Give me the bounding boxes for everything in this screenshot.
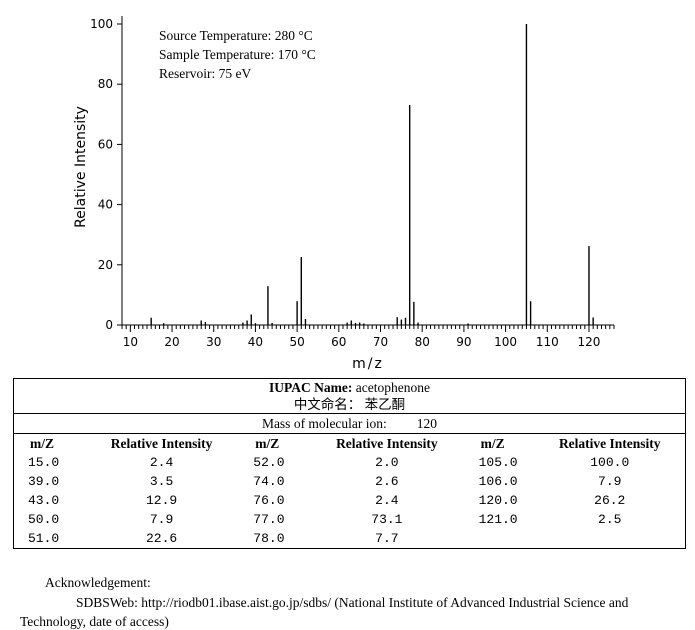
y-tick-label: 40 <box>98 198 113 212</box>
header-relative-intensity: Relative Intensity <box>110 436 213 451</box>
peak-mz: 43.0 <box>28 493 60 508</box>
peak-mz: 51.0 <box>28 531 60 546</box>
x-tick-label: 10 <box>123 335 138 349</box>
peak-intensity: 100.0 <box>590 455 630 470</box>
peak-mz: 39.0 <box>28 474 60 489</box>
y-tick-label: 100 <box>90 17 113 31</box>
peak-mz: 52.0 <box>253 455 285 470</box>
peak-mz: 121.0 <box>478 512 518 527</box>
peak-intensity: 2.0 <box>375 455 399 470</box>
iupac-name-value: acetophenone <box>352 380 430 395</box>
chart-bars <box>150 24 594 325</box>
peak-mz: 76.0 <box>253 493 285 508</box>
header-mz: m/Z <box>255 436 280 451</box>
peak-intensity: 73.1 <box>371 512 403 527</box>
header-relative-intensity: Relative Intensity <box>558 436 661 451</box>
header-mz: m/Z <box>480 436 505 451</box>
peak-row: 50.0 7.9 77.0 73.1 121.0 2.5 <box>14 510 685 529</box>
y-tick-label: 20 <box>98 258 113 272</box>
x-tick-label: 50 <box>289 335 304 349</box>
peak-intensity: 2.4 <box>375 493 399 508</box>
compound-info-table: IUPAC Name: acetophenone 中文命名： 苯乙酮 Mass o… <box>13 378 686 549</box>
peak-table-header: m/Z Relative Intensity m/Z Relative Inte… <box>14 434 685 453</box>
y-tick-label: 0 <box>105 318 113 332</box>
x-tick-label: 110 <box>536 335 559 349</box>
sample-temperature: Sample Temperature: 170 °C <box>159 47 316 62</box>
peak-mz: 105.0 <box>478 455 518 470</box>
peak-row: 15.0 2.4 52.0 2.0 105.0 100.0 <box>14 453 685 472</box>
source-temperature: Source Temperature: 280 °C <box>159 28 313 43</box>
peak-row: 43.0 12.9 76.0 2.4 120.0 26.2 <box>14 491 685 510</box>
peak-intensity: 7.9 <box>598 474 622 489</box>
peak-intensity: 12.9 <box>145 493 178 508</box>
x-tick-label: 60 <box>331 335 346 349</box>
header-mz: m/Z <box>30 436 55 451</box>
x-tick-label: 70 <box>373 335 388 349</box>
x-tick-label: 90 <box>456 335 471 349</box>
x-tick-label: 80 <box>415 335 430 349</box>
peak-intensity <box>535 529 686 548</box>
chart-ticks: 0 20 40 60 80 100 10 20 30 40 50 60 70 80 90 100 110 120 <box>90 17 615 349</box>
molecular-ion-label: Mass of molecular ion: <box>261 416 387 431</box>
y-tick-label: 80 <box>98 77 113 91</box>
peak-table: m/Z Relative Intensity m/Z Relative Inte… <box>14 434 685 548</box>
iupac-name-label: IUPAC Name: <box>269 380 353 395</box>
peak-mz: 15.0 <box>28 455 60 470</box>
reservoir: Reservoir: 75 eV <box>159 66 252 81</box>
peak-row: 39.0 3.5 74.0 2.6 106.0 7.9 <box>14 472 685 491</box>
acknowledgement-line-1: SDBSWeb: http://riodb01.ibase.aist.go.jp… <box>76 595 629 610</box>
molecular-ion-value: 120 <box>416 416 438 431</box>
peak-row: 51.0 22.6 78.0 7.7 <box>14 529 685 548</box>
x-tick-label: 40 <box>248 335 263 349</box>
peak-intensity: 26.2 <box>594 493 626 508</box>
x-tick-label: 30 <box>206 335 221 349</box>
x-tick-label: 120 <box>578 335 601 349</box>
peak-intensity: 2.6 <box>375 474 399 489</box>
peak-mz: 106.0 <box>478 474 518 489</box>
peak-mz: 74.0 <box>253 474 285 489</box>
chinese-name: 中文命名： 苯乙酮 <box>293 397 406 412</box>
peak-mz: 77.0 <box>253 512 285 527</box>
y-axis-label: Relative Intensity <box>73 106 89 228</box>
acknowledgement-title: Acknowledgement: <box>45 575 151 590</box>
peak-mz: 50.0 <box>28 512 60 527</box>
x-tick-label: 100 <box>494 335 517 349</box>
peak-intensity: 2.5 <box>598 512 622 527</box>
peak-intensity: 22.6 <box>145 531 178 546</box>
molecular-ion-row: Mass of molecular ion: 120 <box>13 413 686 434</box>
header-relative-intensity: Relative Intensity <box>336 436 438 451</box>
x-tick-label: 20 <box>164 335 179 349</box>
peak-mz <box>465 529 535 548</box>
y-tick-label: 60 <box>98 137 113 151</box>
peak-intensity: 7.9 <box>149 512 174 527</box>
peak-intensity: 7.7 <box>375 531 399 546</box>
peak-intensity: 2.4 <box>149 455 174 470</box>
peak-intensity: 3.5 <box>149 474 174 489</box>
x-axis-label: m/z <box>352 356 384 372</box>
peak-mz: 78.0 <box>253 531 285 546</box>
iupac-name-row: IUPAC Name: acetophenone 中文命名： 苯乙酮 <box>13 378 686 414</box>
acknowledgement-line-2: Technology, date of access) <box>20 614 169 629</box>
peak-mz: 120.0 <box>478 493 518 508</box>
